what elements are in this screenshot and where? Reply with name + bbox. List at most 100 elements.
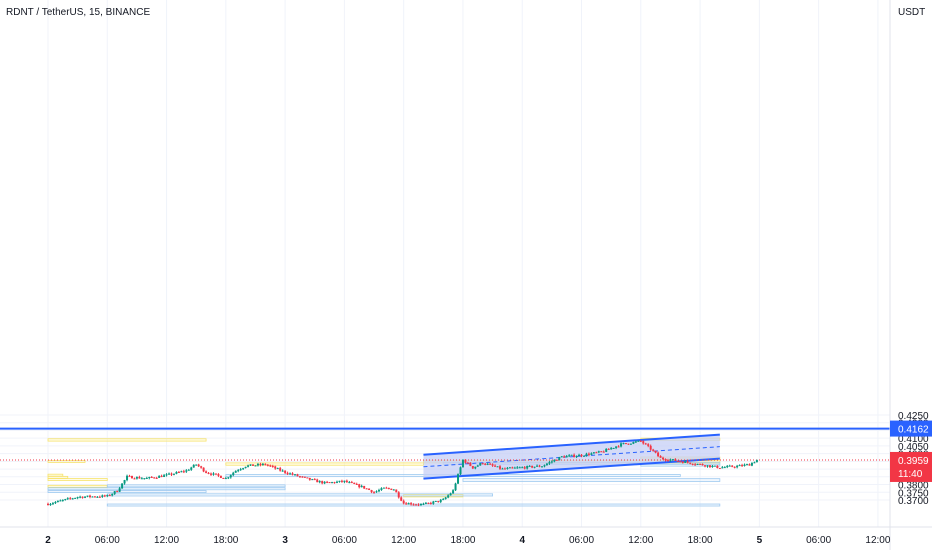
- candle[interactable]: [214, 473, 217, 476]
- candle[interactable]: [503, 467, 506, 470]
- candle[interactable]: [187, 468, 190, 471]
- candle[interactable]: [123, 479, 126, 485]
- candle[interactable]: [632, 441, 635, 445]
- candle[interactable]: [111, 493, 114, 497]
- candle[interactable]: [550, 460, 553, 464]
- candle[interactable]: [294, 473, 296, 476]
- candle[interactable]: [172, 473, 175, 476]
- candle[interactable]: [620, 442, 623, 448]
- candle[interactable]: [582, 455, 585, 457]
- candle[interactable]: [155, 476, 158, 479]
- candle[interactable]: [392, 489, 395, 491]
- candle[interactable]: [531, 465, 534, 469]
- candle[interactable]: [617, 445, 620, 448]
- candle[interactable]: [321, 480, 324, 485]
- candle[interactable]: [331, 481, 334, 484]
- candle[interactable]: [182, 469, 185, 474]
- zone-yellow[interactable]: [47, 478, 108, 481]
- candle[interactable]: [573, 453, 576, 458]
- candle[interactable]: [47, 502, 49, 506]
- candle[interactable]: [444, 496, 447, 500]
- candle[interactable]: [461, 459, 464, 468]
- candle[interactable]: [298, 475, 301, 478]
- candle[interactable]: [501, 467, 504, 470]
- candle[interactable]: [523, 466, 526, 470]
- candle[interactable]: [64, 498, 67, 501]
- candle[interactable]: [93, 495, 96, 498]
- channel-lower-line[interactable]: [423, 457, 720, 480]
- candle[interactable]: [400, 496, 403, 502]
- candle[interactable]: [150, 476, 153, 478]
- candle[interactable]: [427, 502, 430, 505]
- candle[interactable]: [459, 466, 462, 476]
- candle[interactable]: [545, 462, 548, 466]
- zone-blue[interactable]: [47, 490, 207, 493]
- candle[interactable]: [360, 484, 363, 488]
- candle[interactable]: [350, 480, 353, 484]
- channel-median-line[interactable]: [423, 446, 720, 468]
- zone-blue[interactable]: [47, 487, 286, 491]
- candle[interactable]: [79, 495, 82, 499]
- candle[interactable]: [395, 489, 398, 493]
- candle[interactable]: [249, 464, 252, 467]
- candle[interactable]: [736, 464, 739, 469]
- candle[interactable]: [96, 496, 99, 498]
- candle[interactable]: [691, 463, 694, 466]
- candle[interactable]: [526, 465, 529, 470]
- candle[interactable]: [605, 448, 608, 453]
- candle[interactable]: [518, 466, 521, 469]
- candle[interactable]: [637, 440, 640, 442]
- candle[interactable]: [158, 475, 161, 478]
- candle[interactable]: [489, 462, 492, 465]
- candle[interactable]: [296, 473, 299, 477]
- candle[interactable]: [412, 503, 415, 506]
- candle[interactable]: [98, 495, 101, 498]
- candle[interactable]: [200, 465, 203, 469]
- candle[interactable]: [130, 475, 133, 479]
- candle[interactable]: [429, 501, 432, 505]
- candle[interactable]: [244, 466, 247, 469]
- candle[interactable]: [387, 487, 390, 490]
- candle[interactable]: [333, 481, 336, 484]
- candle[interactable]: [568, 454, 571, 458]
- candle[interactable]: [662, 456, 665, 460]
- candle[interactable]: [585, 452, 588, 457]
- candle[interactable]: [464, 459, 467, 464]
- candle[interactable]: [113, 490, 116, 495]
- candle[interactable]: [390, 488, 393, 491]
- candle[interactable]: [217, 473, 220, 478]
- candle[interactable]: [686, 460, 689, 464]
- candle[interactable]: [286, 471, 289, 476]
- candle[interactable]: [143, 478, 146, 480]
- candle[interactable]: [271, 464, 274, 468]
- candle[interactable]: [385, 486, 388, 489]
- candle[interactable]: [410, 502, 413, 506]
- candle[interactable]: [363, 485, 366, 490]
- candle[interactable]: [168, 472, 171, 475]
- candle[interactable]: [303, 476, 306, 478]
- candle[interactable]: [368, 488, 371, 491]
- candle[interactable]: [274, 465, 277, 470]
- candle[interactable]: [506, 466, 509, 470]
- candle[interactable]: [746, 463, 749, 466]
- candle[interactable]: [602, 450, 605, 453]
- candle[interactable]: [607, 448, 610, 450]
- candle[interactable]: [654, 450, 657, 454]
- candle[interactable]: [140, 477, 143, 480]
- candle[interactable]: [471, 465, 474, 470]
- candle[interactable]: [266, 464, 269, 467]
- candle[interactable]: [694, 463, 697, 466]
- candle[interactable]: [54, 501, 57, 505]
- candle[interactable]: [281, 469, 284, 472]
- candle[interactable]: [256, 462, 259, 467]
- candle[interactable]: [432, 500, 435, 505]
- candle[interactable]: [671, 459, 674, 461]
- candle[interactable]: [177, 470, 180, 473]
- candle[interactable]: [528, 465, 531, 467]
- candle[interactable]: [86, 495, 89, 498]
- candle[interactable]: [345, 479, 348, 483]
- candle[interactable]: [676, 460, 679, 462]
- candle[interactable]: [212, 472, 215, 476]
- candle[interactable]: [355, 482, 358, 485]
- candle[interactable]: [748, 463, 751, 466]
